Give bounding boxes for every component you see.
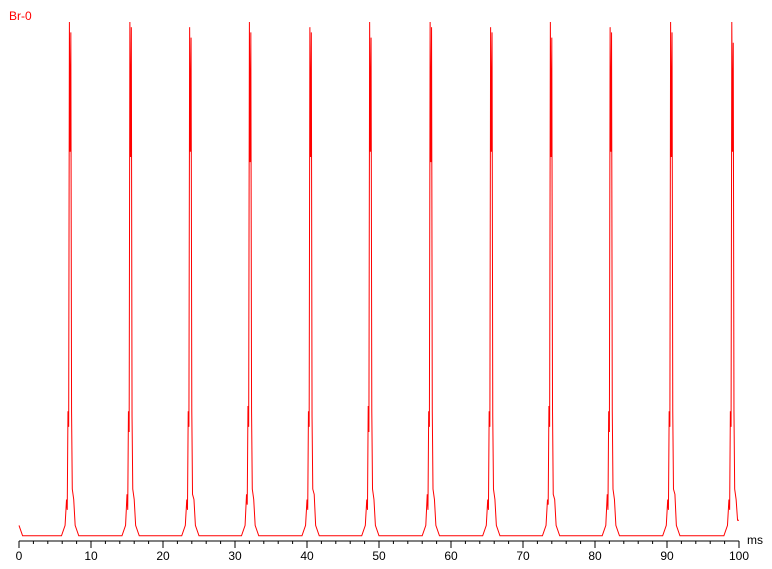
x-tick-label: 40 xyxy=(300,549,314,563)
x-axis-label: ms xyxy=(747,533,763,547)
x-tick-label: 10 xyxy=(84,549,98,563)
signal-line xyxy=(18,21,739,537)
x-tick-label: 30 xyxy=(228,549,242,563)
x-tick-label: 50 xyxy=(372,549,386,563)
x-tick-label: 0 xyxy=(16,549,23,563)
x-tick-label: 80 xyxy=(588,549,602,563)
x-tick-label: 60 xyxy=(444,549,458,563)
x-tick-label: 20 xyxy=(156,549,170,563)
x-tick-label: 90 xyxy=(660,549,674,563)
legend-label: Br-0 xyxy=(9,9,32,23)
x-tick-label: 70 xyxy=(516,549,530,563)
x-tick-label: 100 xyxy=(729,549,749,563)
